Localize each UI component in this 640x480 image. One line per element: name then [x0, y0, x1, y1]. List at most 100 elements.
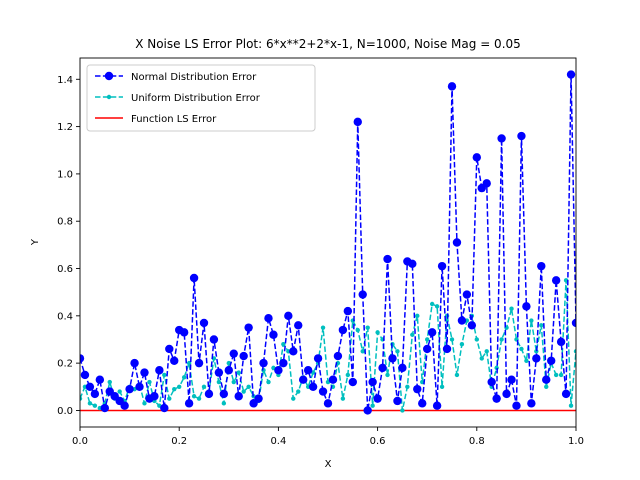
- data-point: [155, 366, 164, 375]
- data-point: [239, 351, 248, 361]
- data-point: [434, 304, 440, 309]
- data-point: [269, 330, 278, 339]
- data-point: [373, 394, 382, 403]
- data-point: [100, 403, 110, 413]
- data-point: [542, 375, 551, 384]
- data-point: [201, 384, 207, 389]
- axes-frame: [79, 57, 577, 428]
- data-point: [532, 354, 541, 363]
- data-point: [524, 358, 529, 363]
- data-point: [299, 375, 308, 384]
- chart-title: X Noise LS Error Plot: 6*x**2+2*x-1, N=1…: [135, 37, 521, 51]
- x-tick-label: 0.6: [370, 436, 386, 447]
- axes: 0.0 0.2 0.4 0.6 0.8 1.0 0.0 0.2 0.4 0.6 0.8 1.0 1.2 1…: [57, 57, 584, 447]
- data-point: [353, 117, 362, 127]
- legend-marker-1: [106, 94, 112, 100]
- data-point: [338, 325, 348, 335]
- data-point: [479, 356, 484, 361]
- data-point: [167, 396, 172, 401]
- data-point: [452, 238, 462, 247]
- data-point: [358, 290, 367, 299]
- data-point: [449, 337, 455, 342]
- data-point: [80, 354, 85, 363]
- data-point: [284, 311, 293, 321]
- data-point: [289, 347, 298, 356]
- data-point: [160, 403, 169, 413]
- y-tick-label: 0.0: [57, 406, 73, 417]
- data-point: [472, 153, 481, 162]
- data-point: [355, 327, 360, 333]
- data-point: [170, 356, 179, 365]
- data-point: [345, 372, 351, 378]
- legend-label-1: Uniform Distribution Error: [131, 93, 261, 104]
- data-point: [378, 363, 387, 373]
- data-point: [360, 349, 365, 354]
- data-point: [140, 368, 149, 377]
- data-point: [196, 396, 202, 401]
- data-point: [236, 370, 241, 375]
- data-point: [318, 387, 328, 396]
- legend-label-0: Normal Distribution Error: [131, 72, 257, 83]
- legend-marker-0: [104, 71, 114, 81]
- data-point: [447, 82, 457, 91]
- data-point: [224, 366, 233, 375]
- data-point: [296, 389, 301, 394]
- data-point: [539, 323, 544, 328]
- y-tick-label: 0.2: [57, 359, 73, 370]
- data-point: [437, 261, 447, 271]
- data-point: [130, 358, 139, 368]
- data-point: [487, 377, 496, 387]
- data-point: [393, 396, 402, 406]
- data-point: [395, 349, 400, 354]
- x-tick-label: 0.4: [270, 436, 286, 447]
- data-point: [556, 337, 566, 347]
- y-tick-label: 0.4: [57, 311, 73, 322]
- data-point: [439, 384, 445, 389]
- data-point: [383, 254, 392, 264]
- data-point: [429, 301, 435, 307]
- data-point: [388, 354, 397, 363]
- data-point: [294, 321, 303, 330]
- y-tick-label: 0.8: [57, 217, 73, 228]
- data-point: [522, 302, 531, 311]
- data-point: [568, 403, 574, 408]
- data-point: [459, 342, 465, 347]
- data-point: [432, 401, 442, 410]
- data-point: [234, 392, 243, 401]
- data-point: [147, 379, 152, 385]
- legend: Normal Distribution Error Uniform Distrib…: [86, 64, 316, 132]
- data-point: [343, 306, 353, 316]
- data-point: [216, 379, 222, 385]
- data-point: [544, 384, 549, 389]
- data-point: [246, 384, 251, 389]
- data-point: [219, 389, 229, 399]
- data-point: [509, 306, 514, 311]
- data-point: [291, 396, 296, 401]
- data-point: [184, 399, 194, 408]
- series-layer: [80, 70, 576, 415]
- y-tick-label: 0.6: [57, 264, 73, 275]
- data-point: [95, 375, 105, 384]
- data-point: [340, 396, 346, 401]
- data-point: [259, 358, 268, 368]
- data-point: [558, 372, 564, 378]
- data-point: [92, 403, 98, 408]
- data-point: [370, 403, 375, 408]
- data-point: [553, 372, 559, 378]
- data-point: [547, 356, 556, 365]
- data-point: [410, 332, 415, 337]
- data-point: [150, 392, 159, 401]
- data-point: [308, 382, 318, 391]
- data-point: [107, 379, 112, 385]
- data-point: [573, 349, 576, 354]
- data-point: [199, 318, 209, 328]
- x-axis-label: X: [325, 459, 332, 470]
- data-point: [241, 389, 246, 394]
- data-point: [266, 379, 271, 385]
- data-point: [413, 384, 422, 394]
- data-point: [117, 389, 122, 394]
- data-point: [348, 377, 357, 387]
- data-point: [400, 408, 405, 413]
- data-point: [189, 273, 199, 283]
- data-point: [561, 389, 571, 399]
